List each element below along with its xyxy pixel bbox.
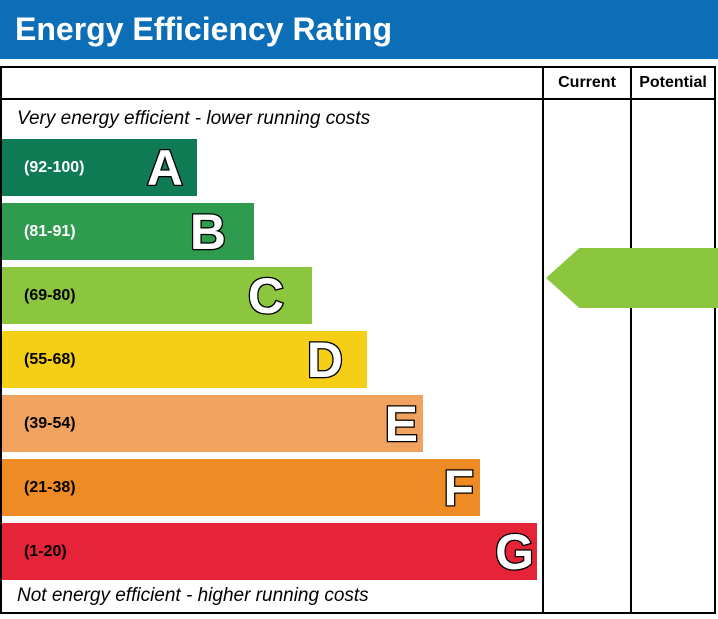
band-range-g: (1-20) [24, 542, 67, 560]
band-range-e: (39-54) [24, 414, 76, 432]
column-divider-current [542, 68, 544, 612]
epc-chart: Current Potential Very energy efficient … [0, 66, 718, 614]
band-range-a: (92-100) [24, 158, 85, 176]
band-letter-b: B [189, 203, 228, 260]
band-row-e: (39-54) E [2, 395, 423, 452]
band-range-c: (69-80) [24, 286, 76, 304]
band-letter-f: F [442, 459, 475, 516]
band-row-b: (81-91) B [2, 203, 254, 260]
band-range-d: (55-68) [24, 350, 76, 368]
column-header-potential: Potential [639, 74, 707, 91]
column-divider-potential [630, 68, 632, 612]
band-row-a: (92-100) A [2, 139, 197, 196]
top-note: Very energy efficient - lower running co… [17, 108, 371, 129]
band-letter-e: E [383, 395, 419, 452]
band-letter-g: G [494, 523, 535, 580]
title-bar: Energy Efficiency Rating [0, 0, 718, 59]
header-divider [2, 98, 714, 100]
band-range-b: (81-91) [24, 222, 76, 240]
bottom-note: Not energy efficient - higher running co… [17, 585, 369, 606]
band-letter-a: A [146, 139, 185, 196]
band-row-d: (55-68) D [2, 331, 367, 388]
band-letter-d: D [306, 331, 345, 388]
column-header-current: Current [558, 74, 616, 91]
band-range-f: (21-38) [24, 478, 76, 496]
band-row-f: (21-38) F [2, 459, 480, 516]
band-row-c: (69-80) C [2, 267, 312, 324]
band-letter-c: C [247, 267, 286, 324]
band-row-g: (1-20) G [2, 523, 537, 580]
page-title: Energy Efficiency Rating [15, 11, 392, 47]
